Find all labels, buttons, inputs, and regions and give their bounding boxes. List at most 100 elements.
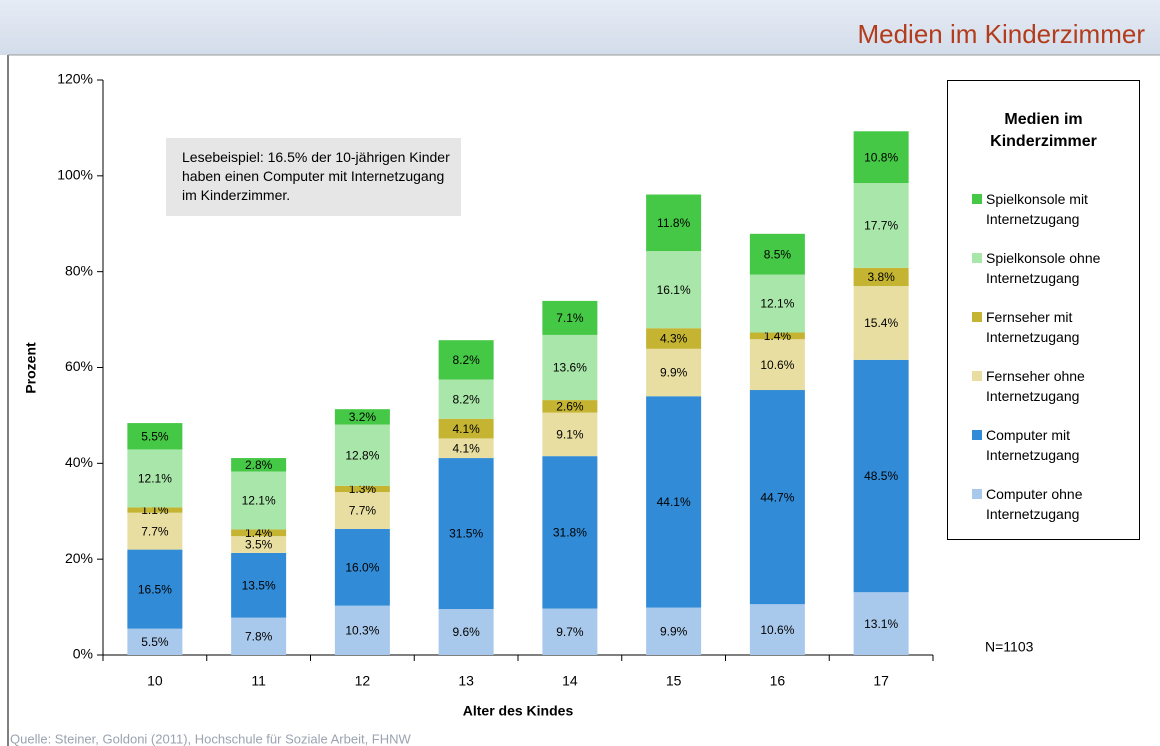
bar-segment xyxy=(853,592,909,655)
legend-label: Fernseher ohne Internetzugang xyxy=(986,368,1085,404)
data-label: 12.1% xyxy=(242,494,276,508)
data-label: 4.1% xyxy=(452,441,480,455)
bar-segment xyxy=(542,334,598,401)
data-label: 12.1% xyxy=(760,297,794,311)
note: N=1103 xyxy=(985,639,1034,655)
bar-segment xyxy=(127,507,183,513)
data-label: 13.5% xyxy=(242,578,276,592)
bar-segment xyxy=(853,286,909,360)
bar-segment xyxy=(127,449,183,508)
bar-segment xyxy=(853,359,909,593)
bar-segment xyxy=(231,617,287,655)
data-label: 12.8% xyxy=(345,448,379,462)
bar-segment xyxy=(334,492,390,529)
legend-item: Fernseher ohne Internetzugang xyxy=(972,366,1137,406)
data-label: 4.1% xyxy=(452,422,480,436)
bar-segment xyxy=(127,628,183,655)
bar-segment xyxy=(438,379,494,419)
bar-segment xyxy=(231,536,287,553)
bar-segment xyxy=(542,456,598,609)
data-label: 10.3% xyxy=(345,623,379,637)
bar-segment xyxy=(646,194,702,252)
data-label: 10.8% xyxy=(864,150,898,164)
bar-segment xyxy=(438,438,494,459)
bar-segment xyxy=(438,609,494,655)
data-label: 7.7% xyxy=(141,524,169,538)
bar-segment xyxy=(646,328,702,349)
legend-item: Computer ohne Internetzugang xyxy=(972,484,1137,524)
legend-label: Spielkonsole mit Internetzugang xyxy=(986,191,1088,227)
y-axis-label: Prozent xyxy=(23,342,39,394)
bar-segment xyxy=(646,348,702,397)
data-label: 8.2% xyxy=(452,353,480,367)
x-tick-label: 14 xyxy=(562,673,578,689)
y-tick-label: 120% xyxy=(57,71,93,87)
x-tick-label: 17 xyxy=(873,673,889,689)
legend-swatch xyxy=(972,371,982,381)
y-tick-label: 20% xyxy=(65,550,93,566)
x-tick-label: 10 xyxy=(147,673,163,689)
data-label: 9.7% xyxy=(556,625,584,639)
bar-segment xyxy=(542,608,598,655)
bar-segment xyxy=(646,396,702,608)
data-label: 15.4% xyxy=(864,316,898,330)
legend: Medien im Kinderzimmer Spielkonsole mit … xyxy=(947,80,1140,540)
data-label: 3.2% xyxy=(349,410,377,424)
y-tick-label: 0% xyxy=(73,646,93,662)
data-label: 7.7% xyxy=(349,504,377,518)
x-tick-label: 15 xyxy=(666,673,682,689)
data-label: 48.5% xyxy=(864,469,898,483)
data-label: 13.6% xyxy=(553,361,587,375)
x-tick-label: 12 xyxy=(355,673,371,689)
data-label: 3.8% xyxy=(867,270,895,284)
bar-segment xyxy=(749,332,805,340)
bar-segment xyxy=(231,458,287,472)
header-band xyxy=(0,0,1160,55)
legend-swatch xyxy=(972,253,982,263)
data-label: 7.8% xyxy=(245,629,273,643)
bar-segment xyxy=(334,528,390,606)
data-label: 9.6% xyxy=(452,625,480,639)
data-label: 2.8% xyxy=(245,458,273,472)
data-label: 9.9% xyxy=(660,366,688,380)
bar-segment xyxy=(646,251,702,329)
bar-segment xyxy=(334,605,390,655)
data-label: 2.6% xyxy=(556,399,584,413)
data-label: 9.1% xyxy=(556,428,584,442)
data-label: 4.3% xyxy=(660,332,688,346)
data-label: 5.5% xyxy=(141,635,169,649)
annotation: Lesebeispiel: 16.5% der 10-jährigen Kind… xyxy=(166,138,461,216)
bar-segment xyxy=(231,552,287,618)
data-label: 16.1% xyxy=(657,283,691,297)
bar-segment xyxy=(438,340,494,380)
legend-swatch xyxy=(972,312,982,322)
data-label: 31.5% xyxy=(449,527,483,541)
bar-segment xyxy=(438,458,494,609)
bar-segment xyxy=(853,131,909,184)
bar-segment xyxy=(853,183,909,268)
data-label: 12.1% xyxy=(138,472,172,486)
data-label: 31.8% xyxy=(553,526,587,540)
bar-segment xyxy=(127,423,183,450)
data-label: 9.9% xyxy=(660,624,688,638)
data-label: 3.5% xyxy=(245,538,273,552)
data-label: 10.6% xyxy=(760,623,794,637)
legend-label: Spielkonsole ohne Internetzugang xyxy=(986,250,1101,286)
legend-label: Fernseher mit Internetzugang xyxy=(986,309,1080,345)
data-label: 8.2% xyxy=(452,392,480,406)
legend-item: Spielkonsole ohne Internetzugang xyxy=(972,248,1137,288)
data-label: 16.5% xyxy=(138,582,172,596)
data-label: 8.5% xyxy=(764,247,792,261)
y-tick-label: 80% xyxy=(65,262,93,278)
data-label: 5.5% xyxy=(141,429,169,443)
bar-segment xyxy=(334,424,390,486)
data-label: 1.4% xyxy=(764,329,792,343)
bar-segment xyxy=(542,400,598,413)
bar-segment xyxy=(542,300,598,335)
x-tick-label: 16 xyxy=(770,673,786,689)
data-label: 7.1% xyxy=(556,311,584,325)
data-label: 44.7% xyxy=(760,490,794,504)
bar-segment xyxy=(334,409,390,425)
